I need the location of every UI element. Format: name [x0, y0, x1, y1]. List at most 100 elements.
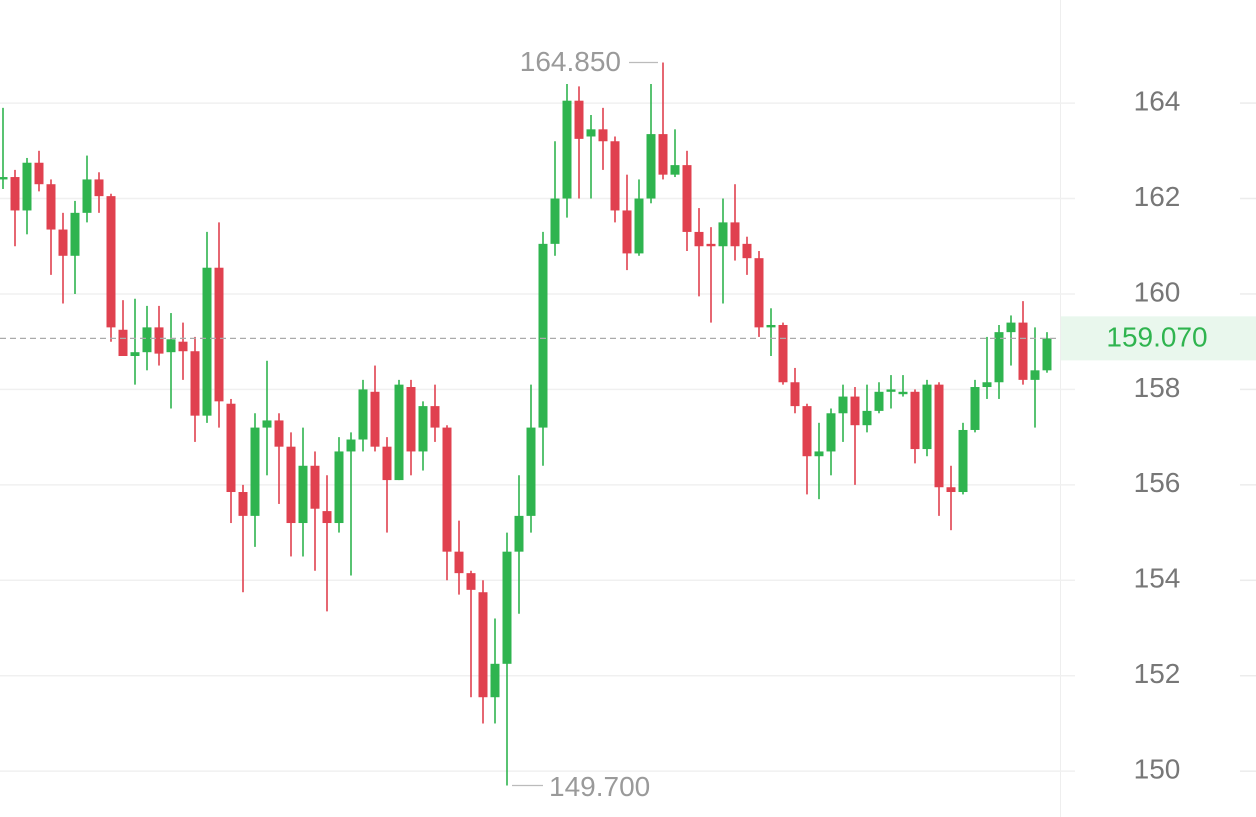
candle-body — [898, 391, 908, 395]
candle-body — [334, 451, 344, 524]
candle-body — [778, 324, 788, 383]
last-price-label: 159.070 — [1106, 322, 1207, 353]
y-tick-label: 156 — [1134, 467, 1181, 498]
candle-body — [742, 243, 752, 259]
candle-body — [1042, 338, 1052, 371]
candle-body — [358, 389, 368, 440]
candle-body — [730, 222, 740, 247]
candle-body — [418, 406, 428, 452]
high-label: 164.850 — [520, 46, 621, 77]
candle-body — [934, 384, 944, 488]
y-tick-label: 158 — [1134, 372, 1181, 403]
candle-body — [454, 551, 464, 574]
candle-body — [118, 329, 128, 357]
candle-body — [166, 339, 176, 353]
candle-body — [706, 243, 716, 247]
candle-body — [58, 229, 68, 256]
candle-body — [226, 403, 236, 493]
candle-body — [346, 439, 356, 452]
candle-body — [610, 141, 620, 211]
candle-body — [946, 487, 956, 493]
candle-body — [538, 243, 548, 428]
candle-body — [70, 212, 80, 256]
candle-body — [526, 427, 536, 516]
candle-body — [502, 551, 512, 664]
candle-body — [874, 391, 884, 411]
y-tick-label: 164 — [1134, 85, 1181, 116]
candle-body — [826, 413, 836, 452]
candle-body — [142, 327, 152, 353]
candle-body — [10, 177, 20, 211]
candle-body — [478, 592, 488, 698]
candle-body — [322, 511, 332, 524]
candle-body — [670, 165, 680, 175]
candle-body — [370, 391, 380, 447]
candle-body — [514, 515, 524, 552]
candle-body — [754, 258, 764, 328]
last-price-box — [1061, 316, 1256, 361]
candle-body — [622, 210, 632, 254]
candle-body — [430, 406, 440, 428]
candle-body — [238, 492, 248, 516]
candle-body — [586, 129, 596, 137]
candle-body — [1030, 370, 1040, 380]
candle-body — [658, 134, 668, 175]
candle-body — [274, 420, 284, 447]
candle-body — [802, 406, 812, 457]
candle-body — [634, 198, 644, 254]
candle-body — [970, 387, 980, 430]
candle-body — [250, 427, 260, 516]
candle-body — [394, 384, 404, 481]
candle-body — [958, 429, 968, 493]
candle-body — [0, 177, 8, 180]
candle-body — [994, 332, 1004, 383]
candle-body — [814, 451, 824, 457]
candle-body — [574, 100, 584, 139]
candle-body — [718, 222, 728, 247]
candle-body — [46, 184, 56, 230]
candle-body — [598, 129, 608, 142]
candle-body — [646, 134, 656, 199]
y-tick-label: 154 — [1134, 563, 1181, 594]
candle-body — [202, 267, 212, 416]
y-tick-label: 160 — [1134, 276, 1181, 307]
candle-body — [178, 341, 188, 352]
candle-body — [694, 231, 704, 247]
candle-body — [550, 198, 560, 244]
candle-body — [34, 162, 44, 185]
candle-body — [562, 100, 572, 199]
candle-body — [766, 324, 776, 328]
candle-body — [922, 384, 932, 450]
candle-body — [214, 267, 224, 402]
candle-body — [466, 573, 476, 590]
candle-body — [838, 396, 848, 414]
candle-body — [262, 420, 272, 428]
candle-body — [682, 165, 692, 232]
candle-body — [910, 391, 920, 450]
candle-body — [886, 389, 896, 392]
candle-body — [862, 410, 872, 426]
candle-body — [130, 352, 140, 357]
candle-body — [298, 465, 308, 524]
candle-body — [22, 162, 32, 211]
candle-body — [310, 465, 320, 509]
candle-body — [1006, 322, 1016, 333]
candle-body — [106, 196, 116, 328]
candle-body — [442, 427, 452, 552]
axis-panel — [1060, 0, 1256, 817]
low-label: 149.700 — [549, 771, 650, 802]
candle-body — [94, 179, 104, 197]
candle-body — [490, 663, 500, 698]
candle-body — [982, 382, 992, 388]
candle-body — [82, 179, 92, 213]
y-tick-label: 162 — [1134, 181, 1181, 212]
y-tick-label: 152 — [1134, 658, 1181, 689]
candle-body — [154, 327, 164, 354]
candle-body — [406, 387, 416, 452]
candle-body — [382, 446, 392, 481]
candle-body — [850, 396, 860, 426]
candle-body — [790, 382, 800, 407]
candle-body — [286, 446, 296, 524]
